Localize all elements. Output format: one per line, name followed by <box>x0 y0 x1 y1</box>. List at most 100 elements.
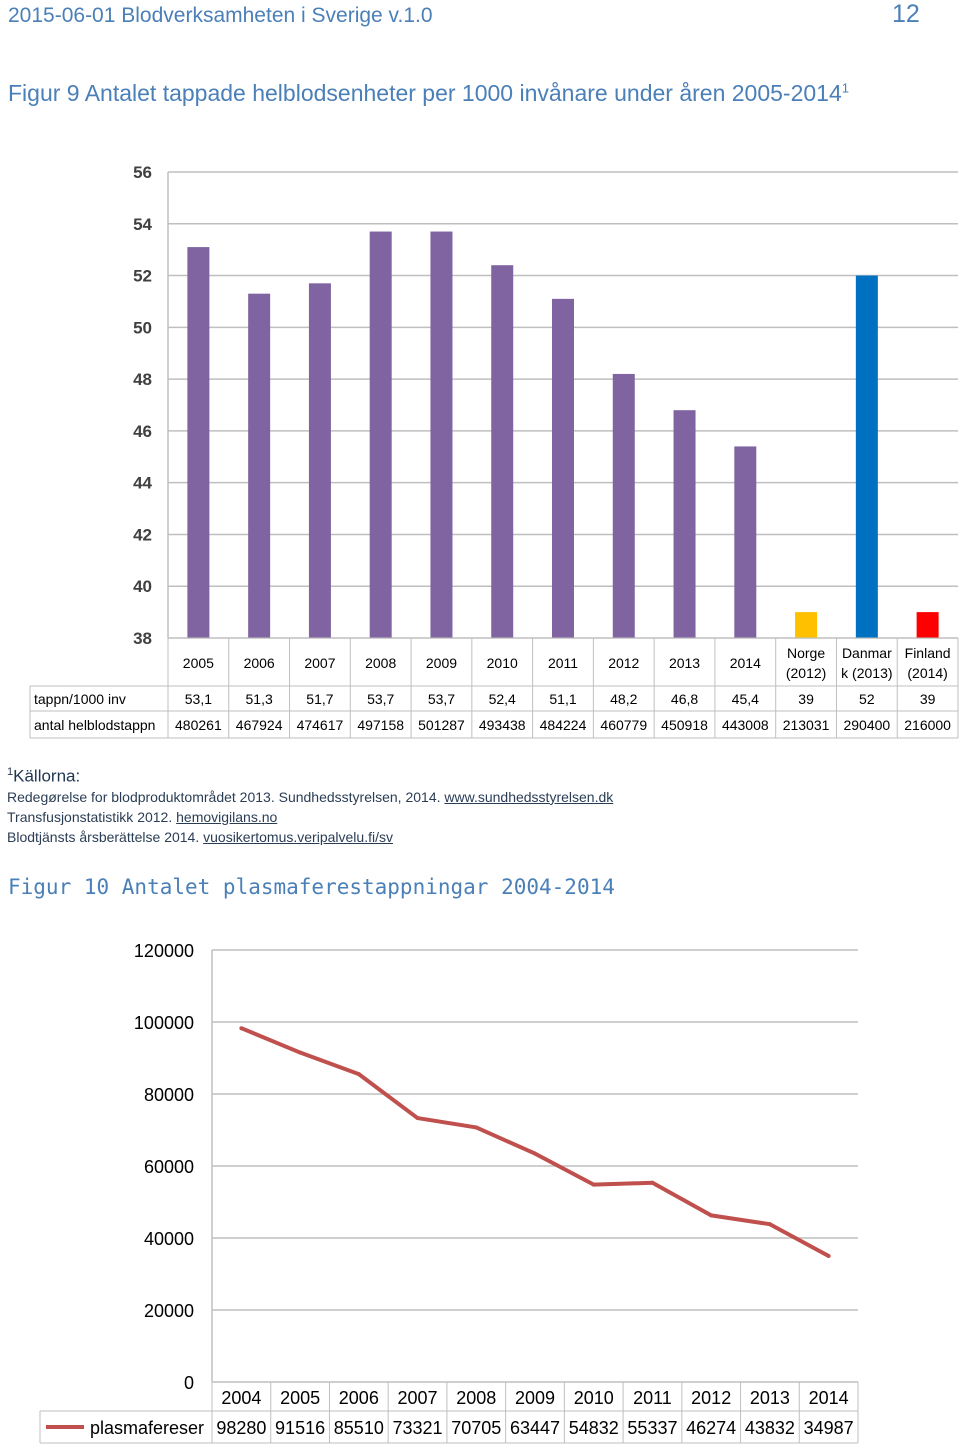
x-category-label: 2014 <box>809 1388 849 1408</box>
y-tick-label: 46 <box>133 422 152 441</box>
x-category-label: 2008 <box>456 1388 496 1408</box>
x-category-label: 2013 <box>669 655 700 671</box>
y-tick-label: 48 <box>133 370 152 389</box>
x-category-label: 2009 <box>515 1388 555 1408</box>
x-category-label: 2014 <box>730 655 761 671</box>
table-cell: 98280 <box>216 1418 266 1438</box>
y-tick-label: 60000 <box>144 1157 194 1177</box>
table-cell: 46274 <box>686 1418 736 1438</box>
data-point <box>415 1116 420 1121</box>
source-line-no: Transfusjonstatistikk 2012. hemovigilans… <box>7 807 613 827</box>
y-tick-label: 120000 <box>134 941 194 961</box>
table-cell: 85510 <box>334 1418 384 1438</box>
document-header: 2015-06-01 Blodverksamheten i Sverige v.… <box>8 4 433 27</box>
table-cell: 53,7 <box>367 691 394 707</box>
table-cell: 450918 <box>661 717 708 733</box>
x-category-label: 2005 <box>183 655 214 671</box>
x-category-label: (2014) <box>907 665 947 681</box>
bar-danmark-2013- <box>855 275 878 638</box>
bar-norge-2012- <box>795 612 818 638</box>
sources-heading-text: Källorna: <box>13 766 81 786</box>
y-tick-label: 38 <box>133 629 152 648</box>
data-point <box>826 1254 831 1259</box>
bar-2012 <box>612 373 635 638</box>
y-tick-label: 44 <box>133 474 152 493</box>
table-cell: 484224 <box>540 717 587 733</box>
y-tick-label: 54 <box>133 215 152 234</box>
y-tick-label: 20000 <box>144 1301 194 1321</box>
x-category-label: (2012) <box>786 665 826 681</box>
y-tick-label: 42 <box>133 525 152 544</box>
link-veripalvelu[interactable]: vuosikertomus.veripalvelu.fi/sv <box>203 828 393 845</box>
table-cell: 91516 <box>275 1418 325 1438</box>
table-cell: 48,2 <box>610 691 637 707</box>
y-tick-label: 52 <box>133 267 152 286</box>
figure9-title-text: Figur 9 Antalet tappade helblodsenheter … <box>8 80 842 106</box>
source-line-dk: Redegørelse for blodproduktområdet 2013.… <box>7 787 613 807</box>
y-tick-label: 50 <box>133 318 152 337</box>
table-cell: 73321 <box>393 1418 443 1438</box>
table-cell: 480261 <box>175 717 222 733</box>
x-category-label: 2012 <box>608 655 639 671</box>
link-hemovigilans[interactable]: hemovigilans.no <box>176 808 278 825</box>
figure9-chart: 56 54 52 50 48 46 44 42 40 38 2005 2006 2007 2008 2009… <box>29 163 959 739</box>
y-tick-label: 0 <box>184 1373 194 1393</box>
table-cell: 45,4 <box>732 691 759 707</box>
table-cell: 53,1 <box>185 691 212 707</box>
x-category-label: 2010 <box>574 1388 614 1408</box>
table-row-label: antal helblodstappn <box>34 717 155 733</box>
bar-finland-2014- <box>916 612 939 638</box>
x-category-label: 2008 <box>365 655 396 671</box>
y-tick-label: 40000 <box>144 1229 194 1249</box>
legend-label-plasmafereser: plasmafereser <box>90 1418 204 1438</box>
x-category-label: Finland <box>905 645 951 661</box>
bar-2013 <box>673 410 696 638</box>
source-line-fi: Blodtjänsts årsberättelse 2014. vuosiker… <box>7 827 613 847</box>
y-tick-label: 100000 <box>134 1013 194 1033</box>
source-text-no: Transfusjonstatistikk 2012. <box>7 808 177 825</box>
data-point <box>298 1050 303 1055</box>
y-tick-label: 56 <box>133 163 152 182</box>
bar-2009 <box>430 231 453 639</box>
x-category-label: 2007 <box>398 1388 438 1408</box>
table-cell: 51,1 <box>549 691 576 707</box>
y-tick-label: 40 <box>133 577 152 596</box>
table-cell: 51,3 <box>246 691 273 707</box>
table-cell: 467924 <box>236 717 283 733</box>
sources-heading: 1Källorna: <box>7 762 613 787</box>
x-category-label: 2011 <box>633 1388 672 1408</box>
table-cell: 54832 <box>569 1418 619 1438</box>
table-cell: 39 <box>798 691 814 707</box>
x-category-label: k (2013) <box>841 665 892 681</box>
source-text-fi: Blodtjänsts årsberättelse 2014. <box>7 828 204 845</box>
x-category-label: 2006 <box>244 655 275 671</box>
table-cell: 290400 <box>843 717 890 733</box>
table-cell: 52 <box>859 691 875 707</box>
data-point <box>356 1072 361 1077</box>
y-tick-label: 80000 <box>144 1085 194 1105</box>
bar-2014 <box>734 446 757 638</box>
data-point <box>533 1151 537 1156</box>
x-category-label: Norge <box>787 645 825 661</box>
x-category-label: 2006 <box>339 1388 379 1408</box>
bar-2005 <box>187 247 210 639</box>
table-cell: 493438 <box>479 717 526 733</box>
table-cell: 443008 <box>722 717 769 733</box>
table-cell: 63447 <box>510 1418 560 1438</box>
table-cell: 55337 <box>627 1418 677 1438</box>
figure10-title: Figur 10 Antalet plasmaferestappningar 2… <box>8 875 615 899</box>
bar-2011 <box>552 298 574 638</box>
sources-mark: 1 <box>7 766 14 778</box>
x-category-label: 2012 <box>691 1388 731 1408</box>
table-cell: 497158 <box>357 717 404 733</box>
data-point <box>709 1213 714 1218</box>
x-category-label: 2004 <box>221 1388 261 1408</box>
table-row-label: tappn/1000 inv <box>34 691 126 707</box>
series-line-plasmafereser <box>240 1026 830 1258</box>
bar-2010 <box>491 265 514 638</box>
x-category-label: 2011 <box>548 655 578 671</box>
link-sundhedsstyrelsen[interactable]: www.sundhedsstyrelsen.dk <box>444 788 614 805</box>
bar-2006 <box>248 293 271 638</box>
data-point <box>239 1026 244 1031</box>
